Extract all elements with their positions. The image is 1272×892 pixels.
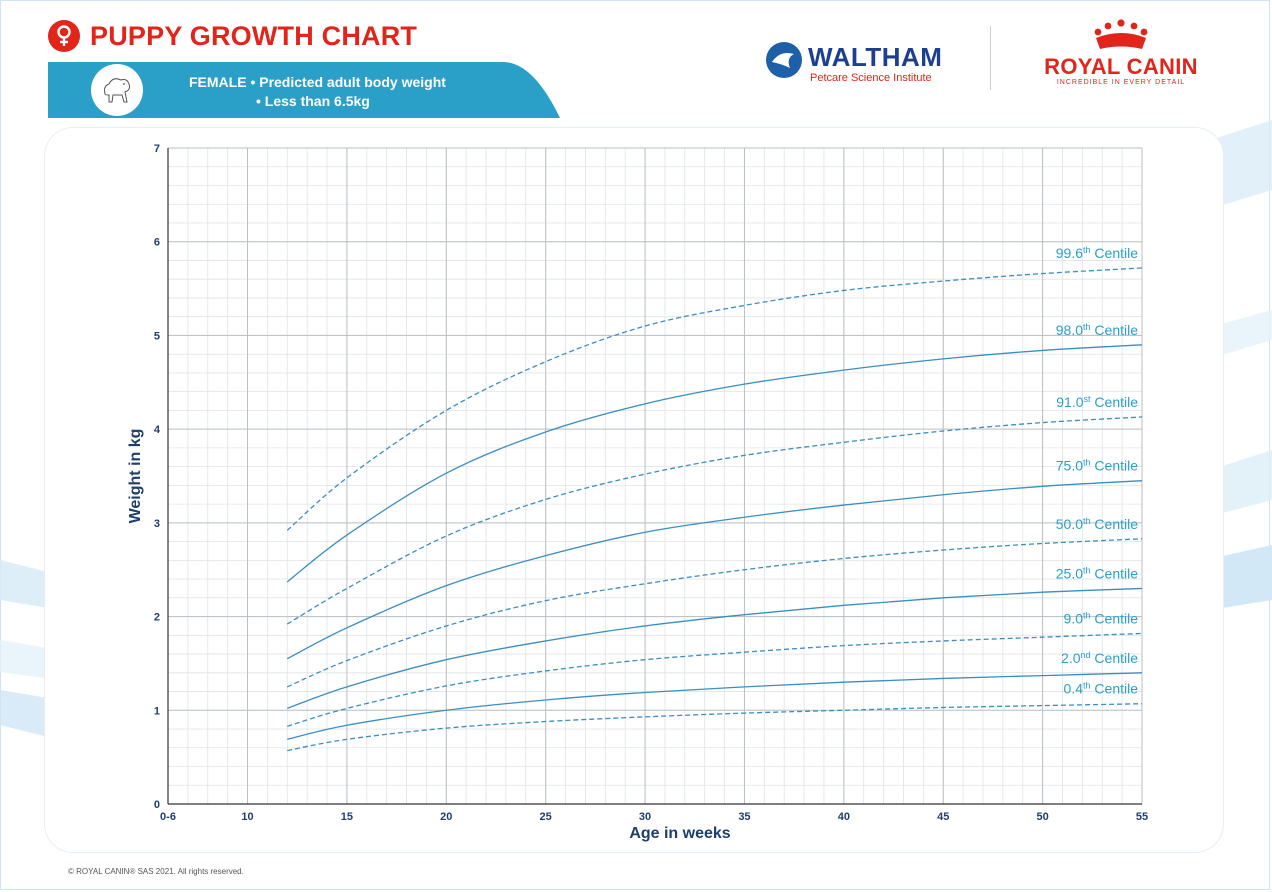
x-tick-label: 15: [341, 811, 353, 823]
centile-label-2-0: 2.0nd Centile: [1061, 650, 1138, 666]
y-tick-label: 6: [154, 237, 160, 249]
banner-weight-range: • Less than 6.5kg: [256, 93, 370, 109]
x-tick-label: 45: [937, 811, 949, 823]
centile-label-0-4: 0.4th Centile: [1064, 681, 1139, 697]
centile-line-0-4: [287, 703, 1143, 752]
centile-line-91-0: [286, 416, 1143, 625]
y-tick-label: 4: [154, 424, 161, 436]
banner-sex-weight: FEMALE • Predicted adult body weight: [189, 74, 446, 90]
centile-line-99-6: [286, 267, 1143, 531]
chart-card: [45, 128, 1223, 852]
x-tick-label: 55: [1136, 811, 1148, 823]
copyright: © ROYAL CANIN® SAS 2021. All rights rese…: [68, 867, 244, 876]
page-title: PUPPY GROWTH CHART: [90, 20, 418, 51]
centile-line-75-0: [286, 480, 1143, 660]
logo-divider: [990, 26, 991, 90]
waltham-name: WALTHAM: [808, 42, 943, 72]
centile-lines: [286, 267, 1143, 752]
y-tick-label: 7: [154, 143, 160, 155]
y-tick-label: 0: [154, 799, 160, 811]
royal-canin-name: ROYAL CANIN: [1044, 54, 1198, 79]
x-tick-label: 10: [241, 811, 253, 823]
y-tick-label: 1: [154, 705, 160, 717]
centile-line-2-0: [287, 672, 1143, 740]
grid-major: [167, 147, 1143, 805]
title-row: PUPPY GROWTH CHART: [48, 20, 417, 52]
centile-line-25-0: [287, 587, 1143, 710]
x-tick-label: 30: [639, 811, 651, 823]
grid-minor: [167, 147, 1143, 805]
centile-labels: 99.6th Centile 98.0th Centile 91.0st Centi…: [1056, 245, 1138, 697]
centile-label-75-0: 75.0th Centile: [1056, 458, 1138, 474]
x-tick-label: 25: [540, 811, 552, 823]
y-axis-label: Weight in kg: [127, 429, 144, 524]
x-tick-label: 50: [1036, 811, 1048, 823]
x-tick-label: 20: [440, 811, 452, 823]
puppy-icon: [91, 64, 143, 116]
x-tick-label: 35: [738, 811, 750, 823]
centile-label-99-6: 99.6th Centile: [1056, 245, 1138, 261]
crown-icon: [1094, 19, 1148, 49]
axes: [167, 148, 1142, 805]
royal-canin-logo: ROYAL CANIN INCREDIBLE IN EVERY DETAIL: [1036, 18, 1206, 94]
centile-label-50-0: 50.0th Centile: [1056, 516, 1138, 532]
waltham-subtitle: Petcare Science Institute: [810, 72, 932, 84]
x-tick-label: 0-6: [160, 811, 176, 823]
centile-label-9-0: 9.0th Centile: [1064, 610, 1139, 626]
centile-label-25-0: 25.0th Centile: [1056, 565, 1138, 581]
royal-canin-tagline: INCREDIBLE IN EVERY DETAIL: [1056, 79, 1186, 86]
female-symbol-icon: [48, 20, 80, 52]
waltham-logo: WALTHAM Petcare Science Institute: [764, 40, 954, 90]
y-tick-label: 3: [154, 518, 160, 530]
x-tick-label: 40: [838, 811, 850, 823]
centile-line-9-0: [287, 632, 1143, 727]
banner: FEMALE • Predicted adult body weight • L…: [48, 62, 560, 118]
y-tick-label: 5: [154, 330, 160, 342]
x-axis-label: Age in weeks: [629, 825, 730, 842]
centile-line-98-0: [286, 344, 1143, 583]
centile-label-91-0: 91.0st Centile: [1056, 394, 1138, 410]
waltham-globe-icon: [766, 42, 802, 78]
banner-shape: [48, 62, 560, 118]
centile-label-98-0: 98.0th Centile: [1056, 322, 1138, 338]
centile-line-50-0: [287, 538, 1143, 688]
y-tick-label: 2: [154, 612, 160, 624]
